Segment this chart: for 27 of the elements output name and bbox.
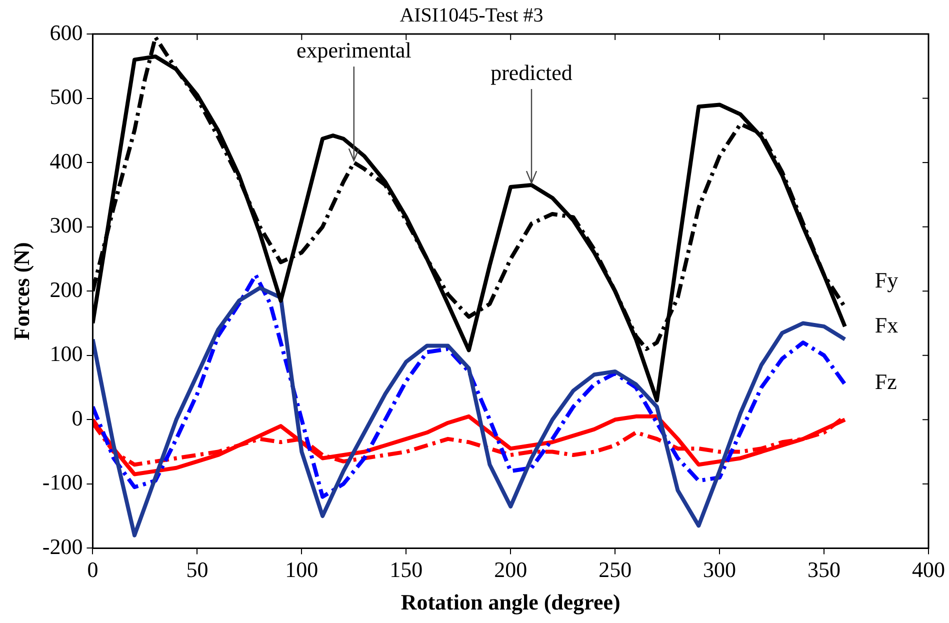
x-tick-label: 100 [285, 557, 318, 582]
line-series [92, 273, 847, 499]
y-tick-label: -100 [42, 470, 83, 495]
x-tick-label: 150 [390, 557, 423, 582]
x-tick-label: 50 [186, 557, 208, 582]
y-axis-title: Forces (N) [8, 242, 34, 340]
y-tick-label: 100 [50, 341, 83, 366]
y-tick-label: 600 [50, 20, 83, 45]
annotation: experimental [296, 37, 412, 62]
y-tick-label: 300 [50, 212, 83, 238]
y-tick-label: 500 [50, 84, 83, 110]
annotation: predicted [490, 60, 572, 85]
x-axis-title: Rotation angle (degree) [400, 589, 620, 614]
x-tick-label: 0 [87, 557, 98, 582]
y-tick-label: -200 [42, 534, 83, 559]
y-tick-label: 0 [72, 405, 83, 430]
x-tick-label: 350 [808, 557, 841, 582]
x-tick-label: 400 [912, 557, 945, 582]
chart-title: AISI1045-Test #3 [400, 4, 544, 26]
annotation: Fz [874, 368, 898, 394]
x-tick-label: 300 [703, 557, 736, 582]
annotation: Fx [874, 312, 898, 338]
x-tick-label: 250 [598, 557, 632, 582]
annotation: Fy [874, 268, 898, 293]
y-tick-label: 200 [50, 276, 83, 302]
x-tick-label: 200 [494, 557, 528, 582]
y-tick-label: 400 [50, 148, 83, 174]
